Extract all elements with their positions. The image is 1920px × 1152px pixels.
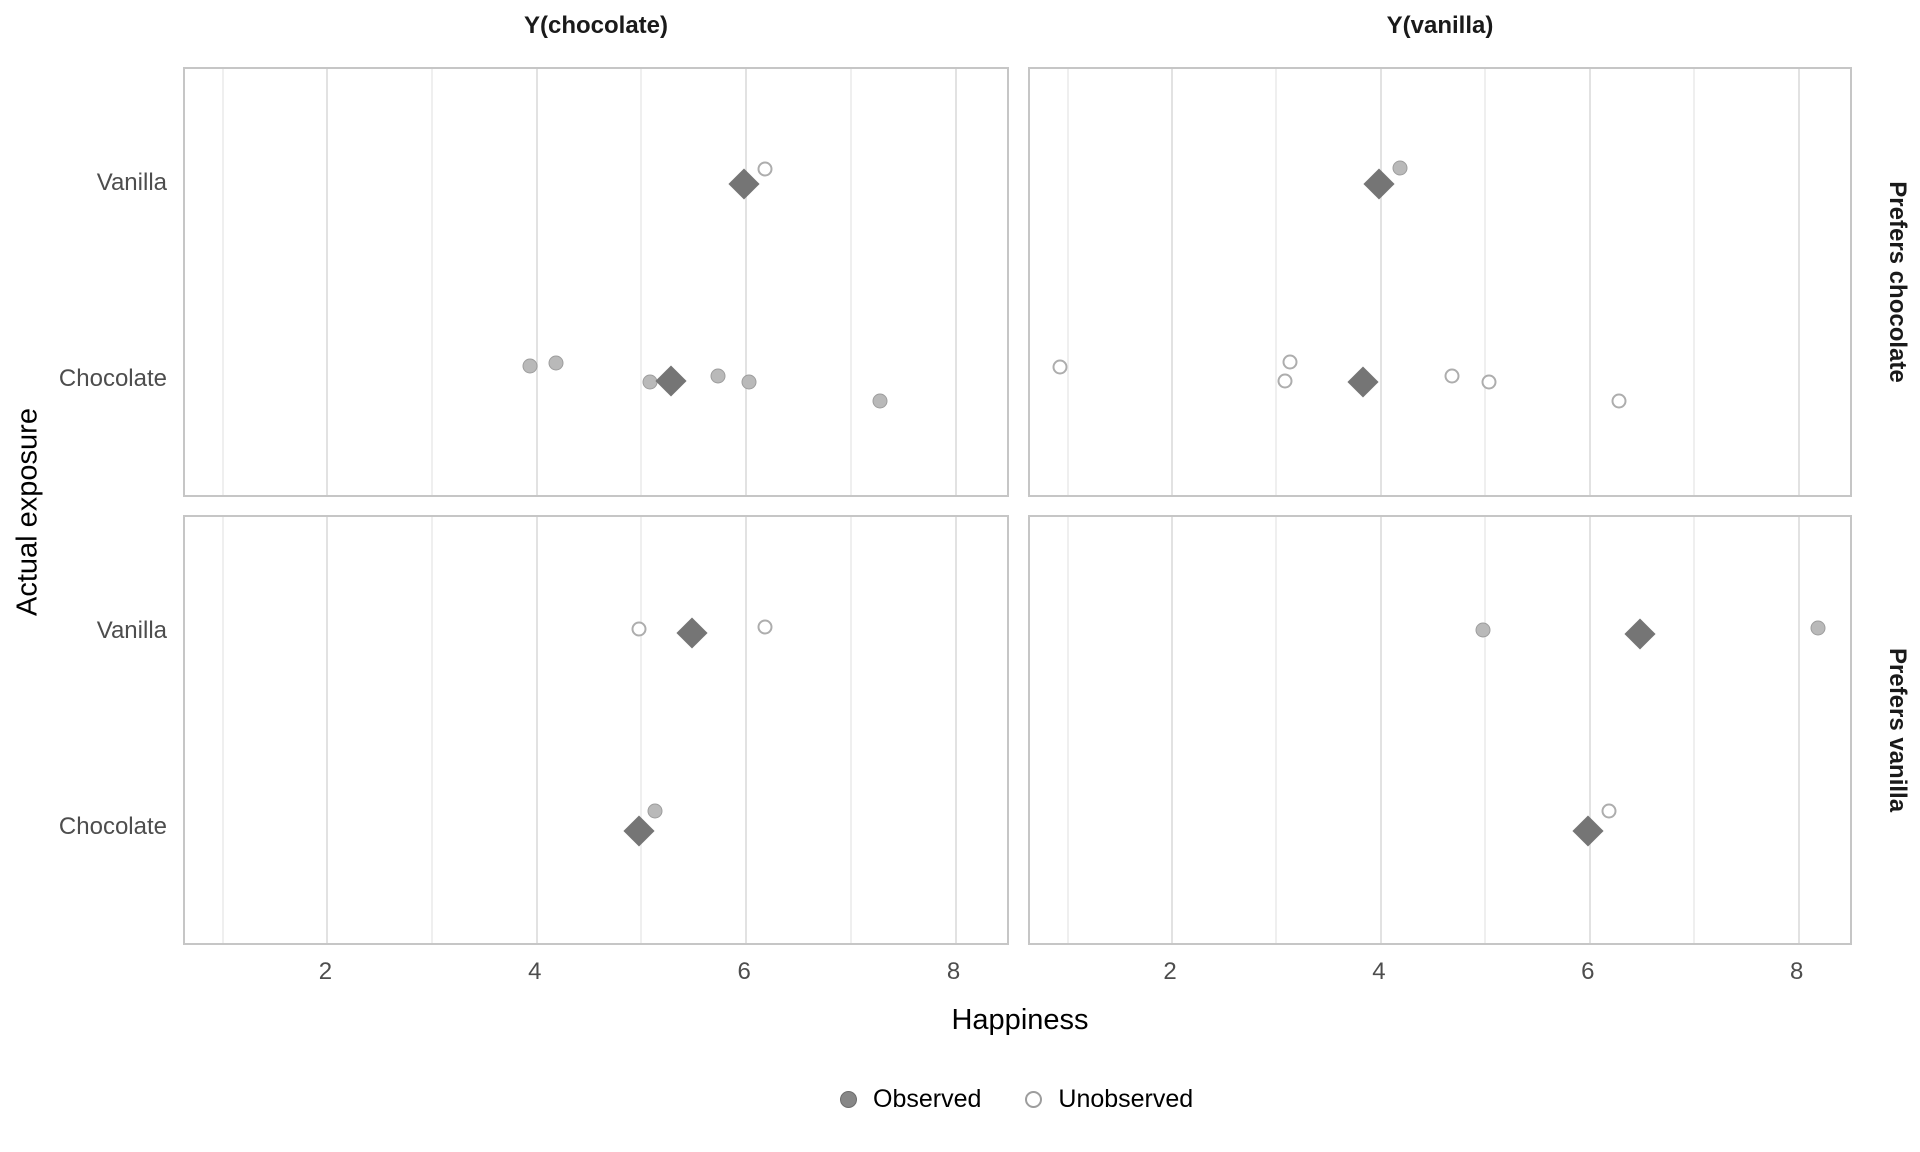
data-point-observed	[1810, 620, 1826, 636]
x-gridline	[326, 517, 329, 943]
x-gridline	[849, 517, 852, 943]
x-tick-label: 8	[946, 958, 961, 985]
x-gridline	[431, 69, 434, 495]
data-point-observed	[647, 803, 663, 819]
legend-label-observed: Observed	[873, 1085, 982, 1113]
x-gridline	[221, 517, 224, 943]
data-point-unobserved	[1481, 374, 1497, 390]
x-gridline	[640, 517, 643, 943]
x-gridline	[1693, 69, 1696, 495]
x-gridline	[326, 69, 329, 495]
x-gridline	[1066, 69, 1069, 495]
observed-marker-icon	[840, 1091, 857, 1108]
data-point-unobserved	[757, 161, 773, 177]
data-point-unobserved	[1611, 393, 1627, 409]
x-gridline	[1484, 517, 1487, 943]
mean-diamond	[1624, 618, 1656, 650]
x-tick-label: 6	[737, 958, 751, 985]
data-point-observed	[522, 358, 538, 374]
facet-panel	[183, 67, 1009, 497]
data-point-observed	[741, 374, 757, 390]
mean-diamond	[728, 168, 760, 200]
mean-diamond	[655, 365, 687, 397]
legend: Observed Unobserved	[840, 1085, 1193, 1114]
x-gridline	[954, 69, 957, 495]
x-gridline	[535, 69, 538, 495]
x-gridline	[1588, 517, 1591, 943]
data-point-unobserved	[1601, 803, 1617, 819]
x-gridline	[640, 69, 643, 495]
x-gridline	[535, 517, 538, 943]
legend-item-observed: Observed	[840, 1085, 981, 1114]
data-point-unobserved	[1282, 354, 1298, 370]
facet-panel	[1028, 67, 1852, 497]
y-tick-label-chocolate-top: Chocolate	[58, 364, 167, 392]
x-tick-label: 2	[318, 958, 333, 985]
x-gridline	[1379, 69, 1382, 495]
x-gridline	[1797, 69, 1800, 495]
data-point-observed	[1475, 622, 1491, 638]
data-point-unobserved	[1444, 368, 1460, 384]
facet-panel	[183, 515, 1009, 945]
facet-column-title-y-chocolate: Y(chocolate)	[523, 12, 669, 39]
x-gridline	[745, 517, 748, 943]
mean-diamond	[623, 815, 655, 847]
data-point-observed	[1392, 160, 1408, 176]
unobserved-marker-icon	[1025, 1091, 1043, 1108]
data-point-unobserved	[757, 619, 773, 635]
mean-diamond	[1363, 168, 1395, 200]
x-gridline	[1379, 517, 1382, 943]
facet-panel	[1028, 515, 1852, 945]
data-point-observed	[710, 368, 726, 384]
data-point-unobserved	[1277, 373, 1293, 389]
x-gridline	[1171, 517, 1174, 943]
x-gridline	[1797, 517, 1800, 943]
mean-diamond	[676, 617, 708, 649]
data-point-observed	[872, 393, 888, 409]
x-axis-title: Happiness	[951, 1004, 1089, 1036]
x-gridline	[1171, 69, 1174, 495]
y-axis-title: Actual exposure	[11, 408, 44, 616]
facet-column-title-y-vanilla: Y(vanilla)	[1386, 12, 1494, 39]
data-point-unobserved	[1052, 359, 1068, 375]
x-gridline	[1588, 69, 1591, 495]
data-point-unobserved	[631, 621, 647, 637]
facet-strip-prefers-vanilla: Prefers vanilla	[1884, 647, 1911, 813]
x-tick-label: 4	[528, 958, 542, 985]
legend-item-unobserved: Unobserved	[1025, 1085, 1193, 1114]
y-tick-label-chocolate-bottom: Chocolate	[58, 812, 167, 840]
facet-strip-prefers-chocolate: Prefers chocolate	[1884, 181, 1911, 383]
x-gridline	[849, 69, 852, 495]
x-gridline	[221, 69, 224, 495]
data-point-observed	[548, 355, 564, 371]
x-tick-label: 6	[1581, 958, 1595, 985]
x-gridline	[1066, 517, 1069, 943]
x-gridline	[1693, 517, 1696, 943]
x-gridline	[431, 517, 434, 943]
y-tick-label-vanilla-bottom: Vanilla	[96, 617, 167, 645]
mean-diamond	[1347, 366, 1379, 398]
mean-diamond	[1572, 815, 1604, 847]
y-tick-label-vanilla-top: Vanilla	[96, 169, 167, 197]
x-gridline	[1484, 69, 1487, 495]
x-gridline	[1275, 69, 1278, 495]
x-tick-label: 8	[1789, 958, 1804, 985]
x-gridline	[1275, 517, 1278, 943]
x-gridline	[954, 517, 957, 943]
legend-label-unobserved: Unobserved	[1058, 1085, 1194, 1113]
x-tick-label: 2	[1163, 958, 1177, 985]
x-gridline	[745, 69, 748, 495]
x-tick-label: 4	[1372, 958, 1386, 985]
